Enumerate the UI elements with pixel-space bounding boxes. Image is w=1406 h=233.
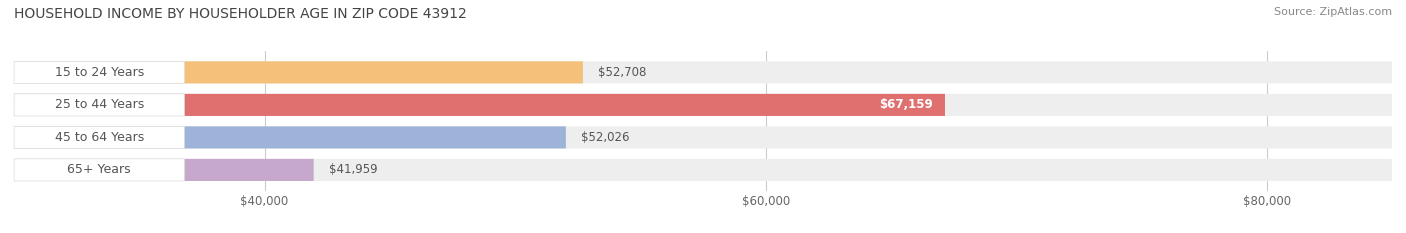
FancyBboxPatch shape: [14, 126, 1392, 148]
Text: $52,708: $52,708: [598, 66, 647, 79]
FancyBboxPatch shape: [14, 94, 945, 116]
Text: 25 to 44 Years: 25 to 44 Years: [55, 98, 143, 111]
Text: $52,026: $52,026: [581, 131, 630, 144]
FancyBboxPatch shape: [14, 159, 314, 181]
Text: HOUSEHOLD INCOME BY HOUSEHOLDER AGE IN ZIP CODE 43912: HOUSEHOLD INCOME BY HOUSEHOLDER AGE IN Z…: [14, 7, 467, 21]
FancyBboxPatch shape: [14, 94, 1392, 116]
FancyBboxPatch shape: [14, 159, 1392, 181]
FancyBboxPatch shape: [14, 61, 184, 83]
Text: $41,959: $41,959: [329, 163, 377, 176]
FancyBboxPatch shape: [14, 126, 184, 148]
Text: Source: ZipAtlas.com: Source: ZipAtlas.com: [1274, 7, 1392, 17]
FancyBboxPatch shape: [14, 61, 583, 83]
Text: 15 to 24 Years: 15 to 24 Years: [55, 66, 143, 79]
Text: 65+ Years: 65+ Years: [67, 163, 131, 176]
FancyBboxPatch shape: [14, 94, 184, 116]
FancyBboxPatch shape: [14, 61, 1392, 83]
Text: 45 to 64 Years: 45 to 64 Years: [55, 131, 143, 144]
FancyBboxPatch shape: [14, 159, 184, 181]
FancyBboxPatch shape: [14, 126, 565, 148]
Text: $67,159: $67,159: [879, 98, 932, 111]
